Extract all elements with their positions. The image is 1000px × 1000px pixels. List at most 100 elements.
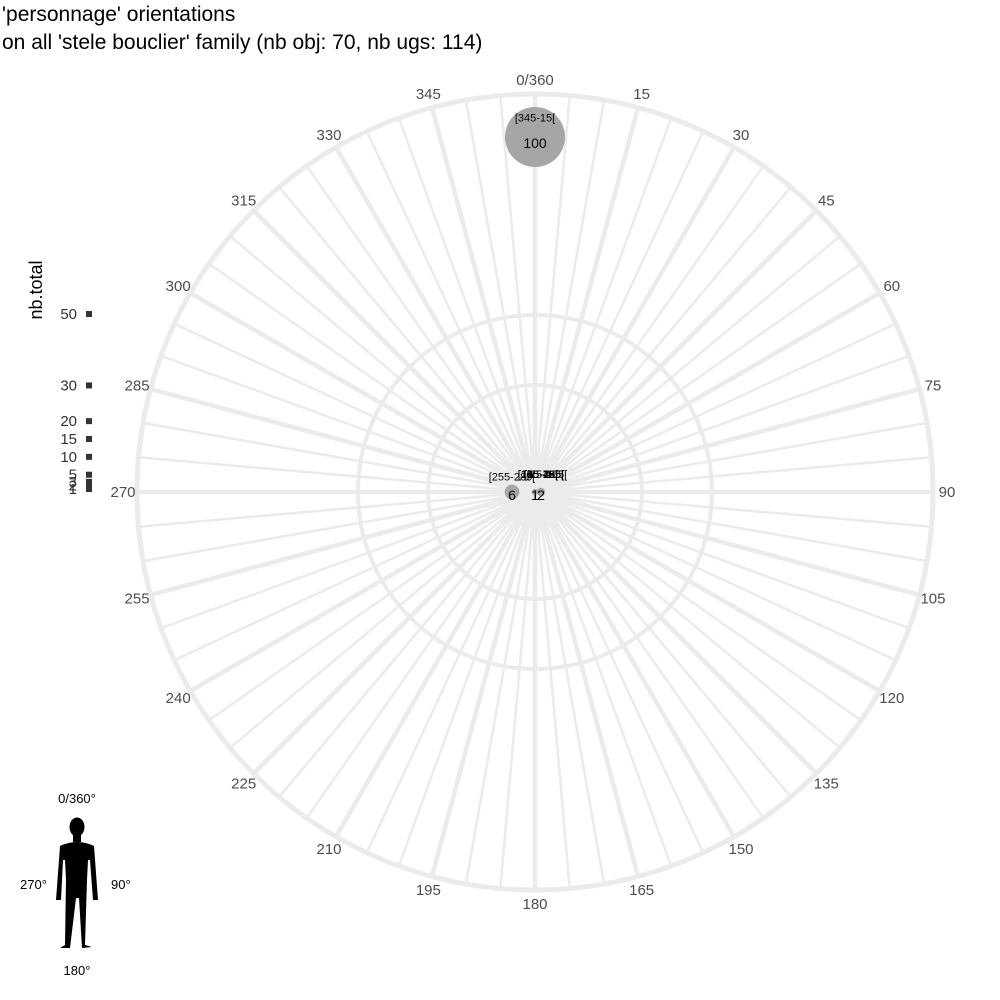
radial-gridline	[533, 165, 765, 493]
legend-title: nb.total	[26, 260, 46, 319]
radial-gridline	[138, 456, 536, 494]
angle-tick-label: 270	[110, 484, 135, 501]
orientation-inset: 0/360° 90° 180° 270°	[20, 791, 131, 978]
angle-tick-label: 210	[316, 841, 341, 858]
radial-gridline	[533, 117, 673, 493]
radial-gridline	[464, 491, 537, 885]
legend-tick-label: 15	[60, 431, 77, 448]
radial-gridline	[534, 186, 792, 493]
bubble-range-label: [195-225[	[518, 469, 564, 481]
legend-tick-mark	[86, 418, 92, 425]
radial-gridline	[533, 130, 705, 493]
circular-gridline	[134, 91, 936, 893]
radial-gridline	[365, 491, 537, 854]
bubble-range-label: [135-165[	[518, 469, 564, 481]
radial-gridline	[189, 490, 537, 693]
bubble-count-label: 2	[537, 487, 545, 503]
bubble-count-label: 1	[531, 487, 539, 503]
radial-gridline	[429, 491, 538, 878]
radial-gridline	[533, 208, 819, 494]
radial-gridline	[149, 489, 536, 598]
radial-gridline	[499, 491, 537, 889]
bubble-count-label: 1	[531, 487, 539, 503]
radial-gridline	[173, 322, 536, 494]
radial-gridline	[278, 186, 536, 493]
radial-gridline	[533, 491, 571, 889]
radial-gridline	[534, 490, 910, 630]
bubble-range-label: [255-285[	[489, 472, 535, 484]
radial-gridline	[534, 490, 928, 563]
angle-tick-label: 120	[879, 690, 904, 707]
bubble	[505, 107, 565, 167]
legend-tick-label: 1	[69, 481, 77, 498]
angle-tick-label: 45	[818, 193, 835, 210]
radial-gridline	[334, 146, 537, 494]
radial-gridline	[534, 322, 897, 494]
circular-gridline	[499, 456, 571, 528]
angle-tick-label: 285	[125, 377, 150, 394]
radial-gridline	[464, 99, 537, 493]
radial-gridline	[229, 491, 536, 749]
bubble-range-label: [15-45[	[524, 469, 558, 481]
circular-gridline	[426, 383, 644, 601]
radial-gridline	[251, 490, 537, 776]
angle-tick-label: 300	[166, 278, 191, 295]
radial-gridline	[534, 456, 932, 494]
radial-gridline	[534, 235, 841, 493]
legend-tick-mark	[86, 382, 92, 389]
bubble-count-label: 1	[531, 487, 539, 503]
angle-tick-label: 90	[939, 484, 956, 501]
bubble	[536, 487, 546, 497]
radial-gridline	[532, 491, 641, 878]
radial-gridline	[142, 421, 536, 494]
angle-tick-label: 315	[231, 193, 256, 210]
angle-tick-label: 30	[733, 127, 750, 144]
bubble-range-label: [165-195[	[518, 469, 564, 481]
angle-tick-label: 225	[231, 775, 256, 792]
legend-tick-label: 10	[60, 449, 77, 466]
bubble-range-label: [75-105[	[527, 469, 567, 481]
radial-gridline	[173, 490, 536, 662]
legend-tick-mark	[86, 453, 92, 460]
inset-right-label: 90°	[111, 877, 131, 892]
legend-tick-mark	[86, 482, 92, 489]
bubble-range-label: [105-135[	[518, 469, 564, 481]
angular-tick-labels: 0/36015304560759010512013515016518019521…	[110, 72, 955, 913]
radial-gridline	[533, 291, 881, 494]
polar-grid	[134, 91, 936, 893]
bubble-count-label: 1	[531, 487, 539, 503]
radial-gridline	[138, 490, 536, 528]
human-silhouette-icon	[56, 817, 98, 948]
bubble-range-label: [345-15[	[515, 113, 555, 125]
radial-gridline	[533, 95, 571, 493]
legend-tick-label: 20	[60, 413, 77, 430]
radial-gridline	[208, 490, 536, 722]
angle-tick-label: 75	[925, 377, 942, 394]
angle-tick-label: 15	[633, 86, 650, 103]
inset-bottom-label: 180°	[64, 963, 91, 978]
radial-gridline	[160, 490, 536, 630]
radial-gridline	[534, 490, 862, 722]
angle-tick-label: 150	[728, 841, 753, 858]
angle-tick-label: 165	[629, 882, 654, 899]
radial-gridline	[334, 490, 537, 838]
legend-tick-mark	[86, 471, 92, 478]
radial-gridline	[305, 165, 537, 493]
radial-gridline	[533, 491, 705, 854]
angle-tick-label: 255	[125, 591, 150, 608]
radial-gridline	[229, 235, 536, 493]
angle-tick-label: 105	[920, 591, 945, 608]
angle-tick-label: 135	[814, 775, 839, 792]
radial-gridline	[534, 490, 932, 528]
circular-gridline	[356, 313, 714, 671]
radial-gridline	[534, 421, 928, 494]
radial-gridline	[251, 208, 537, 494]
bubble-count-label: 1	[531, 487, 539, 503]
radial-gridline	[149, 386, 536, 495]
bubble	[504, 484, 520, 500]
radial-gridline	[533, 491, 673, 867]
inset-left-label: 270°	[20, 877, 47, 892]
radial-gridline	[533, 491, 765, 819]
radial-gridline	[397, 491, 537, 867]
angle-tick-label: 240	[166, 690, 191, 707]
